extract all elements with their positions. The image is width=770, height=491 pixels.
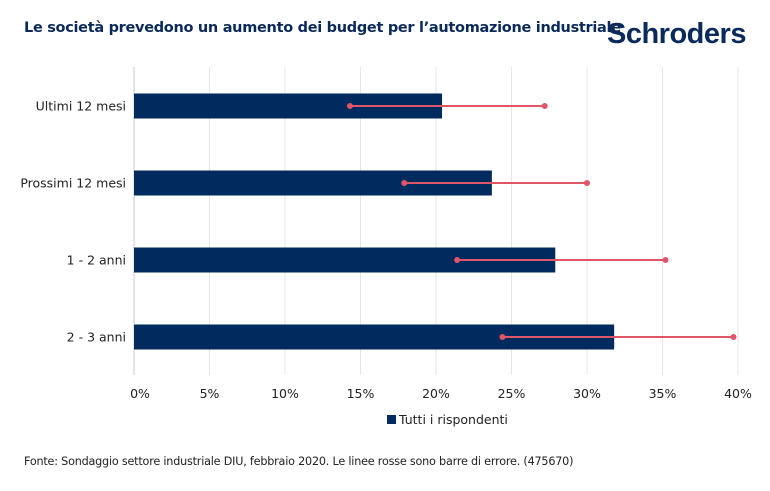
source-note: Fonte: Sondaggio settore industriale DIU… (24, 455, 574, 468)
category-label: Ultimi 12 mesi (36, 99, 126, 114)
x-tick-label: 10% (271, 386, 299, 401)
category-label: 1 - 2 anni (67, 253, 126, 268)
error-bar-cap (454, 257, 461, 263)
x-tick-label: 30% (573, 386, 601, 401)
error-bar-cap (346, 103, 353, 109)
error-bar-cap (401, 180, 408, 186)
category-label: Prossimi 12 mesi (20, 176, 126, 191)
error-bar-cap (730, 334, 737, 340)
category-label: 2 - 3 anni (67, 330, 126, 345)
legend-label: Tutti i rispondenti (398, 412, 508, 427)
error-bar-cap (541, 103, 548, 109)
chart-title: Le società prevedono un aumento dei budg… (24, 20, 621, 36)
error-bar-cap (584, 180, 590, 186)
error-bar-cap (662, 257, 669, 263)
x-tick-label: 20% (422, 386, 450, 401)
legend-swatch (387, 415, 396, 424)
x-tick-label: 35% (649, 386, 677, 401)
x-tick-label: 40% (724, 386, 752, 401)
x-tick-label: 25% (498, 386, 526, 401)
x-tick-label: 5% (200, 386, 220, 401)
schroders-logo: Schroders (607, 18, 746, 50)
x-tick-label: 15% (347, 386, 375, 401)
error-bar-cap (499, 334, 506, 340)
x-tick-label: 0% (130, 386, 150, 401)
